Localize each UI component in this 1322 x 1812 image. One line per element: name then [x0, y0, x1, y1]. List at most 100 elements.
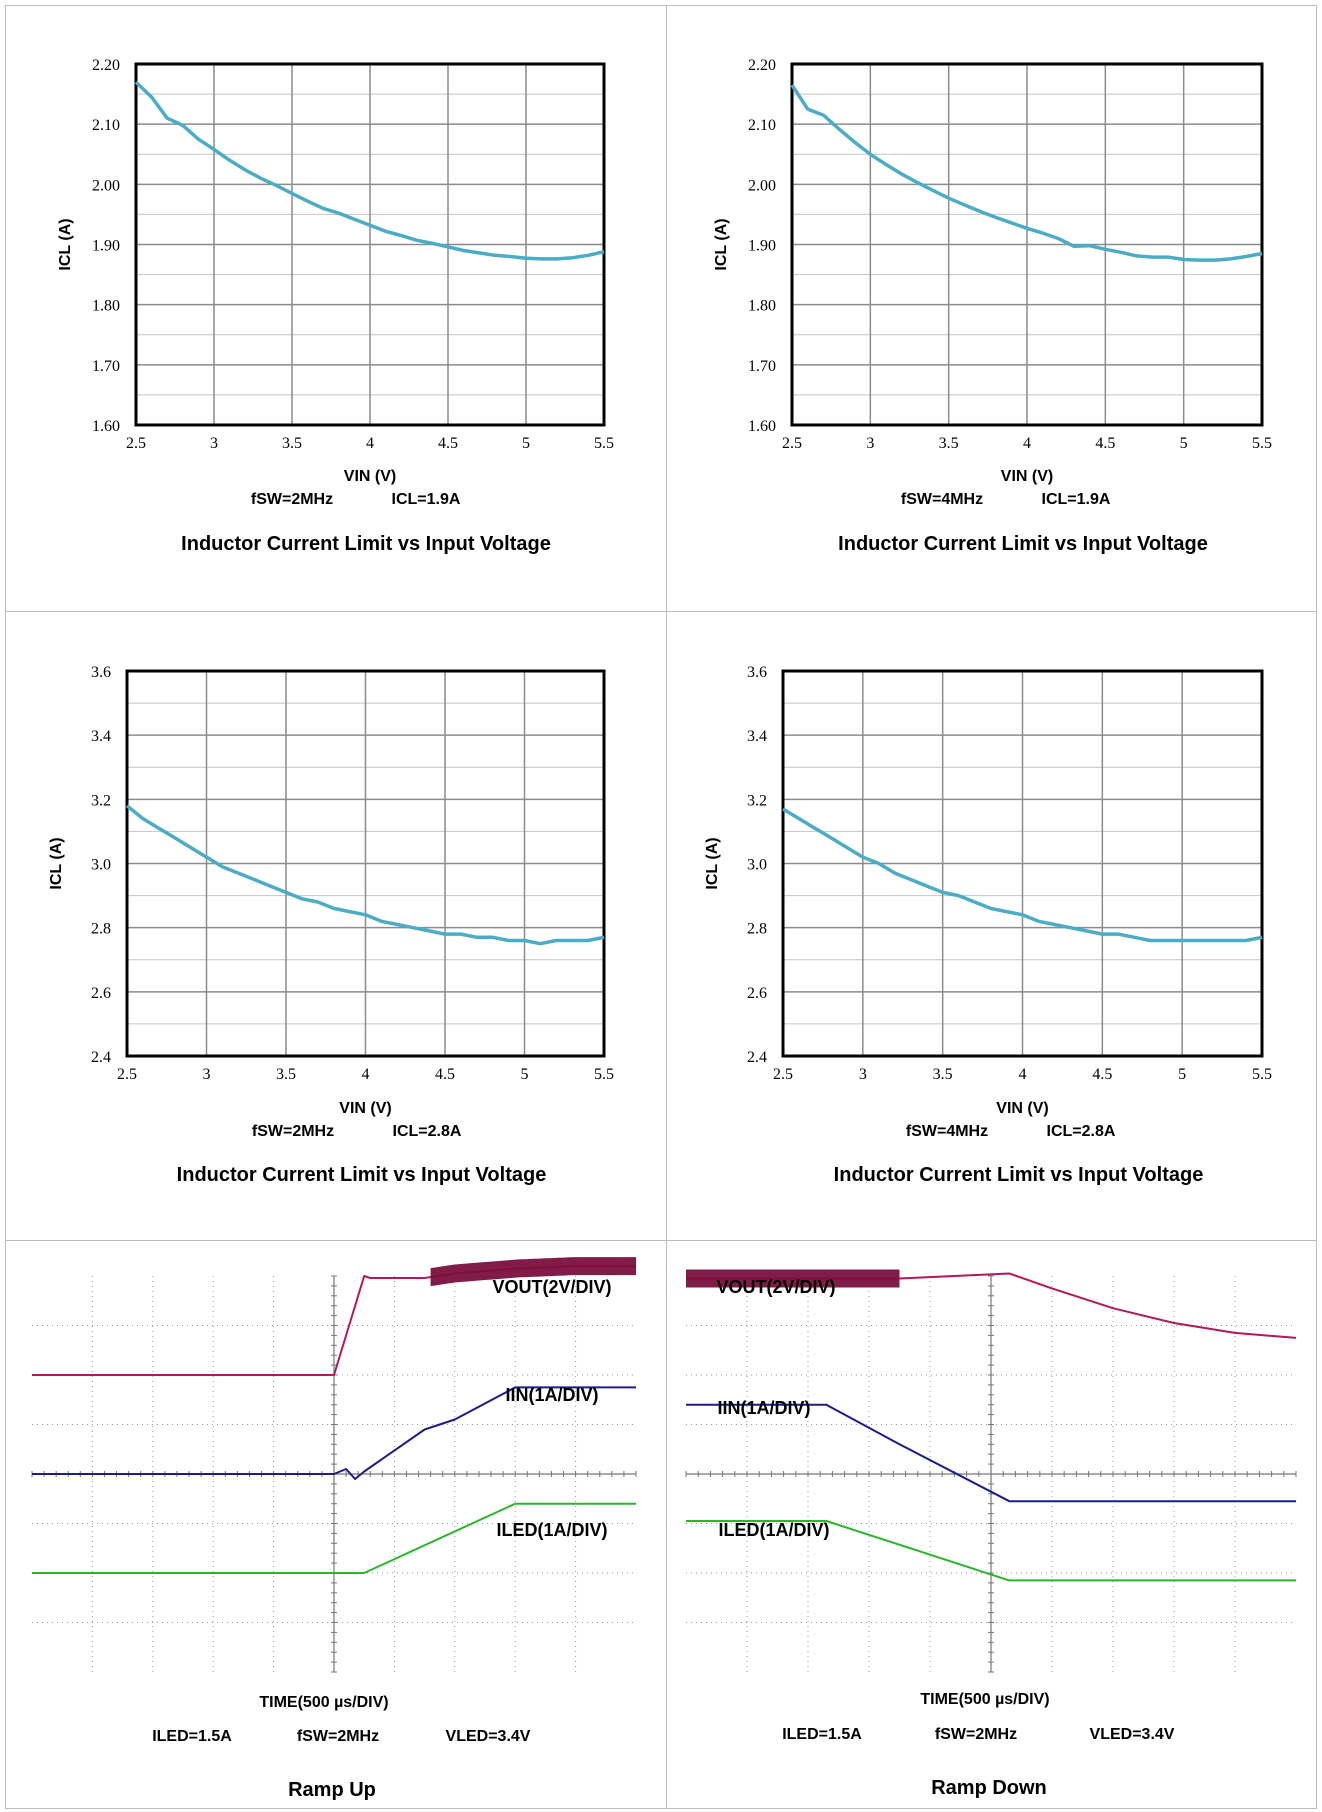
y-tick-label: 3.4: [91, 728, 111, 745]
x-axis-label: VIN (V): [344, 468, 396, 485]
condition-label: VLED=3.4V: [1090, 1726, 1175, 1743]
x-tick-label: 3.5: [282, 435, 302, 452]
x-tick-label: 3: [866, 435, 874, 452]
y-tick-label: 3.2: [747, 792, 767, 809]
x-tick-label: 5: [1178, 1066, 1186, 1083]
y-tick-label: 3.0: [747, 857, 767, 874]
condition-label: ICL=2.8A: [393, 1123, 462, 1140]
y-tick-label: 1.70: [748, 358, 776, 375]
channel-label: ILED(1A/DIV): [496, 1520, 607, 1540]
condition-label: ICL=2.8A: [1047, 1123, 1116, 1140]
time-axis-label: TIME(500 µs/DIV): [920, 1691, 1049, 1708]
y-tick-label: 1.60: [748, 418, 776, 435]
condition-label: fSW=2MHz: [251, 491, 333, 508]
x-tick-label: 4.5: [438, 435, 458, 452]
vout-ripple-band: [430, 1257, 636, 1287]
plot-frame: [134, 62, 606, 427]
y-axis-label: ICL (A): [57, 218, 74, 270]
x-tick-label: 3: [203, 1066, 211, 1083]
chart-title: Ramp Down: [931, 1777, 1047, 1799]
y-tick-label: 1.80: [748, 298, 776, 315]
x-tick-label: 4.5: [1092, 1066, 1112, 1083]
column-divider: [666, 6, 667, 1808]
channel-label: IIN(1A/DIV): [505, 1385, 598, 1405]
x-tick-label: 5.5: [594, 435, 614, 452]
channel-label: ILED(1A/DIV): [718, 1520, 829, 1540]
plot-frame: [781, 669, 1264, 1058]
x-axis-label: VIN (V): [1001, 468, 1053, 485]
plot-frame: [125, 669, 606, 1058]
x-tick-label: 3: [210, 435, 218, 452]
x-tick-label: 2.5: [773, 1066, 793, 1083]
x-tick-label: 4: [1023, 435, 1031, 452]
x-tick-label: 5.5: [1252, 435, 1272, 452]
x-tick-label: 5: [521, 1066, 529, 1083]
condition-label: fSW=4MHz: [901, 491, 983, 508]
y-axis-label: ICL (A): [713, 218, 730, 270]
channel-label: IIN(1A/DIV): [717, 1398, 810, 1418]
scope-panel-1: [31, 1257, 637, 1673]
x-tick-label: 2.5: [782, 435, 802, 452]
x-axis-label: VIN (V): [996, 1100, 1048, 1117]
x-tick-label: 4: [1019, 1066, 1027, 1083]
vout-ripple-band: [686, 1269, 900, 1288]
y-tick-label: 1.80: [92, 298, 120, 315]
condition-label: ILED=1.5A: [152, 1728, 232, 1745]
y-tick-label: 2.20: [748, 57, 776, 74]
y-tick-label: 2.6: [747, 985, 767, 1002]
x-tick-label: 3.5: [939, 435, 959, 452]
y-tick-label: 2.8: [747, 921, 767, 938]
x-tick-label: 2.5: [126, 435, 146, 452]
y-tick-label: 2.00: [92, 177, 120, 194]
condition-label: fSW=2MHz: [252, 1123, 334, 1140]
channel-label: VOUT(2V/DIV): [492, 1277, 611, 1297]
y-tick-label: 2.10: [748, 117, 776, 134]
chart-panel-1: [134, 62, 606, 427]
x-tick-label: 4.5: [1095, 435, 1115, 452]
series-line: [125, 804, 605, 946]
chart-title: Ramp Up: [288, 1779, 376, 1801]
x-tick-label: 5.5: [1252, 1066, 1272, 1083]
time-axis-label: TIME(500 µs/DIV): [259, 1694, 388, 1711]
channel-label: VOUT(2V/DIV): [716, 1277, 835, 1297]
condition-label: ICL=1.9A: [1042, 491, 1111, 508]
scope-panel-2: [685, 1269, 1297, 1673]
y-tick-label: 2.10: [92, 117, 120, 134]
x-tick-label: 3: [859, 1066, 867, 1083]
trace-iin: [686, 1403, 1296, 1503]
chart-title: Inductor Current Limit vs Input Voltage: [177, 1164, 547, 1186]
x-tick-label: 4.5: [435, 1066, 455, 1083]
y-tick-label: 3.4: [747, 728, 767, 745]
figure-grid: [5, 5, 1317, 1809]
trace-iled: [686, 1520, 1296, 1582]
chart-panel-2: [790, 62, 1264, 427]
y-tick-label: 1.60: [92, 418, 120, 435]
chart-title: Inductor Current Limit vs Input Voltage: [834, 1164, 1204, 1186]
chart-panel-4: [781, 669, 1264, 1058]
y-tick-label: 3.6: [91, 664, 111, 681]
condition-label: ICL=1.9A: [392, 491, 461, 508]
series-line: [134, 80, 605, 261]
x-tick-label: 4: [362, 1066, 370, 1083]
y-tick-label: 1.90: [748, 238, 776, 255]
trace-iin: [32, 1386, 636, 1480]
chart-title: Inductor Current Limit vs Input Voltage: [181, 533, 551, 555]
x-tick-label: 5: [1180, 435, 1188, 452]
trace-vout: [686, 1272, 1297, 1339]
y-tick-label: 2.4: [91, 1049, 111, 1066]
y-tick-label: 2.00: [748, 177, 776, 194]
trace-iled: [32, 1502, 636, 1574]
x-tick-label: 5.5: [594, 1066, 614, 1083]
row-divider: [6, 1240, 1316, 1241]
x-tick-label: 3.5: [276, 1066, 296, 1083]
x-tick-label: 5: [522, 435, 530, 452]
y-tick-label: 2.6: [91, 985, 111, 1002]
condition-label: ILED=1.5A: [782, 1726, 862, 1743]
plot-frame: [790, 62, 1264, 427]
x-tick-label: 2.5: [117, 1066, 137, 1083]
y-tick-label: 2.8: [91, 921, 111, 938]
y-tick-label: 3.2: [91, 792, 111, 809]
x-axis-label: VIN (V): [339, 1100, 391, 1117]
y-tick-label: 3.6: [747, 664, 767, 681]
